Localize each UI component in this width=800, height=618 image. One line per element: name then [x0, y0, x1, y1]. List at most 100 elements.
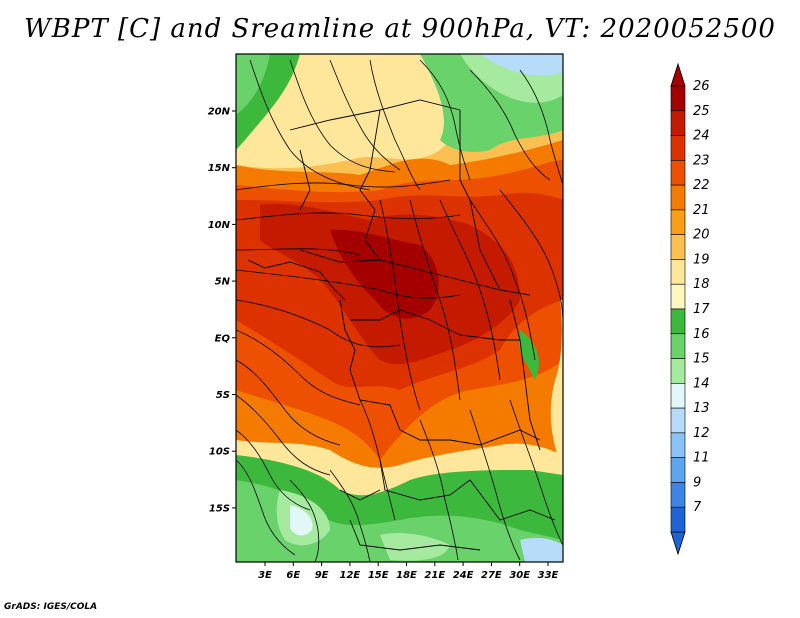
coastline	[247, 259, 346, 301]
colorbar-label: 13	[693, 401, 710, 416]
grads-credit: GrADS: IGES/COLA	[4, 602, 98, 612]
streamline	[236, 212, 461, 221]
border-line	[379, 459, 471, 501]
colorbar-label: 9	[693, 475, 701, 490]
border-line	[349, 519, 481, 551]
streamline	[439, 199, 501, 381]
zone-26	[330, 229, 439, 319]
colorbar-label: 15	[693, 352, 710, 367]
zone-north-east-blue	[480, 54, 563, 76]
streamline	[236, 394, 331, 476]
longitude-axis: 3E 6E 9E 12E 15E 18E 21E 24E 27E 30E 33E	[258, 562, 559, 581]
zone-south-blue-e	[520, 537, 563, 562]
border-line	[339, 489, 381, 501]
border-line	[399, 429, 541, 446]
country-borders	[247, 99, 556, 551]
zone-north-west-green2	[236, 54, 270, 115]
colorbar-swatch	[670, 110, 686, 136]
colorbar-swatch	[670, 283, 686, 310]
plot-frame	[235, 53, 564, 563]
lat-tick-label: 10S	[209, 447, 230, 458]
streamline	[499, 189, 563, 321]
streamline	[249, 59, 371, 191]
colorbar-swatch	[670, 160, 686, 186]
lon-tick-label: 12E	[340, 570, 361, 581]
streamline	[469, 409, 521, 561]
streamline	[409, 199, 461, 401]
colorbar-label: 17	[693, 302, 710, 317]
lon-tick-label: 9E	[315, 570, 329, 581]
streamline	[236, 329, 361, 406]
colorbar-swatch	[670, 85, 686, 112]
streamline	[236, 359, 341, 446]
colorbar-label: 22	[693, 178, 710, 193]
streamline	[419, 59, 471, 181]
colorbar-label: 14	[693, 376, 710, 391]
lat-tick-label: 15S	[209, 503, 230, 514]
streamline	[469, 199, 536, 361]
colorbar-label: 19	[693, 252, 710, 267]
colorbar-label: 24	[693, 129, 710, 144]
streamline	[236, 269, 461, 299]
zone-south-16	[236, 480, 563, 562]
streamline	[236, 248, 361, 256]
colorbar-bottom-triangle	[670, 531, 686, 556]
colorbar-swatch	[670, 407, 686, 434]
colorbar: 26 25 24 23 22 21 20 19 18 17 16 15 14 13 12 11 9 7	[670, 62, 710, 556]
streamline	[289, 479, 320, 562]
streamline	[329, 59, 401, 171]
border-line	[299, 149, 311, 211]
lon-tick-label: 30E	[509, 570, 530, 581]
colorbar-swatch	[670, 135, 686, 161]
streamline	[469, 69, 551, 181]
streamline	[236, 299, 401, 348]
colorbar-label: 12	[693, 426, 710, 441]
lat-tick-label: 15N	[208, 163, 231, 174]
colorbar-label: 18	[693, 277, 710, 292]
colorbar-swatch	[670, 506, 686, 533]
chart-title: WBPT [C] and Sreamline at 900hPa, VT: 20…	[24, 14, 776, 44]
streamline	[236, 429, 311, 511]
border-line	[299, 249, 531, 296]
colorbar-swatch	[670, 482, 686, 508]
lon-tick-label: 18E	[396, 570, 417, 581]
lat-tick-label: 20N	[208, 107, 231, 118]
lon-tick-label: 15E	[368, 570, 389, 581]
streamline	[236, 179, 451, 191]
colorbar-swatch	[670, 383, 686, 409]
colorbar-label: 26	[693, 79, 710, 94]
streamline	[509, 399, 563, 546]
colorbar-swatch	[670, 184, 686, 211]
lon-tick-label: 27E	[481, 570, 502, 581]
zone-east-highland	[550, 300, 563, 470]
colorbar-label: 16	[693, 327, 710, 342]
streamline	[369, 59, 421, 191]
colorbar-swatch	[670, 457, 686, 483]
colorbar-label: 7	[693, 500, 702, 515]
lon-tick-label: 33E	[538, 570, 559, 581]
streamlines	[236, 59, 563, 562]
zone-east-lake	[518, 330, 540, 380]
colorbar-swatch	[670, 333, 686, 359]
colorbar-swatch	[670, 209, 686, 235]
streamline	[289, 59, 396, 173]
wbpt-field	[236, 54, 563, 562]
streamline	[236, 459, 296, 556]
border-line	[339, 299, 401, 431]
zone-south-pale	[290, 505, 313, 536]
border-line	[469, 479, 556, 521]
border-line	[509, 299, 541, 451]
lat-tick-label: 10N	[208, 220, 231, 231]
streamline	[519, 69, 563, 186]
colorbar-swatch	[670, 234, 686, 260]
lon-tick-label: 21E	[424, 570, 445, 581]
colorbar-swatch	[670, 358, 686, 384]
lon-tick-label: 3E	[258, 570, 272, 581]
streamline	[329, 469, 371, 562]
border-line	[359, 109, 381, 261]
lat-tick-label: 5N	[215, 277, 231, 288]
colorbar-label: 25	[693, 104, 710, 119]
lon-tick-label: 24E	[453, 570, 474, 581]
lat-tick-label: EQ	[215, 333, 231, 344]
